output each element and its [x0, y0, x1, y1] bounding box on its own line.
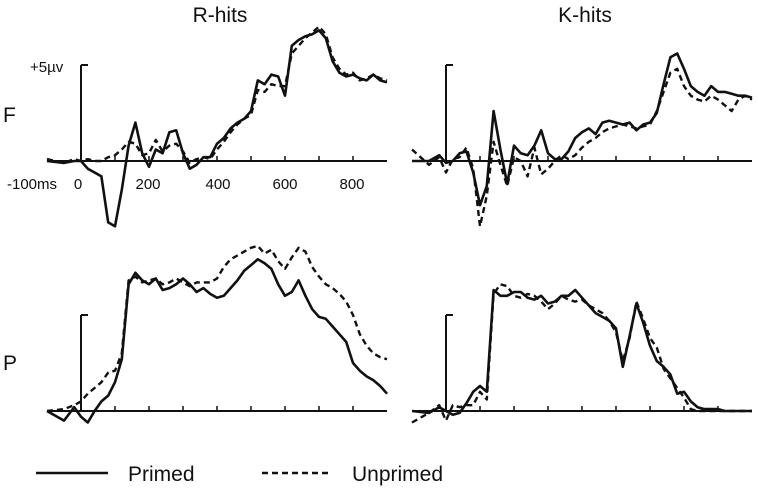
series-line-unprimed-r-hits-p: [46, 244, 388, 413]
series-line-unprimed-k-hits-f: [411, 67, 753, 228]
legend-label-primed: Primed: [128, 463, 195, 486]
series-line-primed-k-hits-f: [412, 52, 753, 207]
panel-k-hits-p: [411, 283, 752, 424]
column-title-k-hits: K-hits: [558, 4, 612, 27]
series-line-unprimed-k-hits-p: [411, 283, 752, 424]
panel-k-hits-f: [411, 52, 753, 228]
series-line-primed-k-hits-p: [411, 288, 752, 417]
legend-label-unprimed: Unprimed: [352, 463, 443, 486]
baseline-label: -100ms: [7, 176, 57, 193]
x-tick-label: 600: [272, 176, 297, 193]
series-line-primed-r-hits-f: [46, 29, 388, 228]
series-line-unprimed-r-hits-f: [46, 25, 388, 165]
x-tick-label: 200: [135, 176, 160, 193]
x-tick-label: 400: [205, 176, 230, 193]
scale-label: +5µv: [30, 59, 64, 76]
panel-r-hits-p: [46, 244, 388, 424]
row-label-p: P: [3, 352, 17, 375]
panels: [46, 25, 753, 424]
x-tick-label: 800: [339, 176, 364, 193]
x-tick-label: 0: [74, 176, 82, 193]
row-label-f: F: [3, 104, 16, 127]
series-line-primed-r-hits-p: [46, 258, 388, 424]
panel-r-hits-f: [46, 25, 388, 228]
column-title-r-hits: R-hits: [193, 4, 248, 27]
